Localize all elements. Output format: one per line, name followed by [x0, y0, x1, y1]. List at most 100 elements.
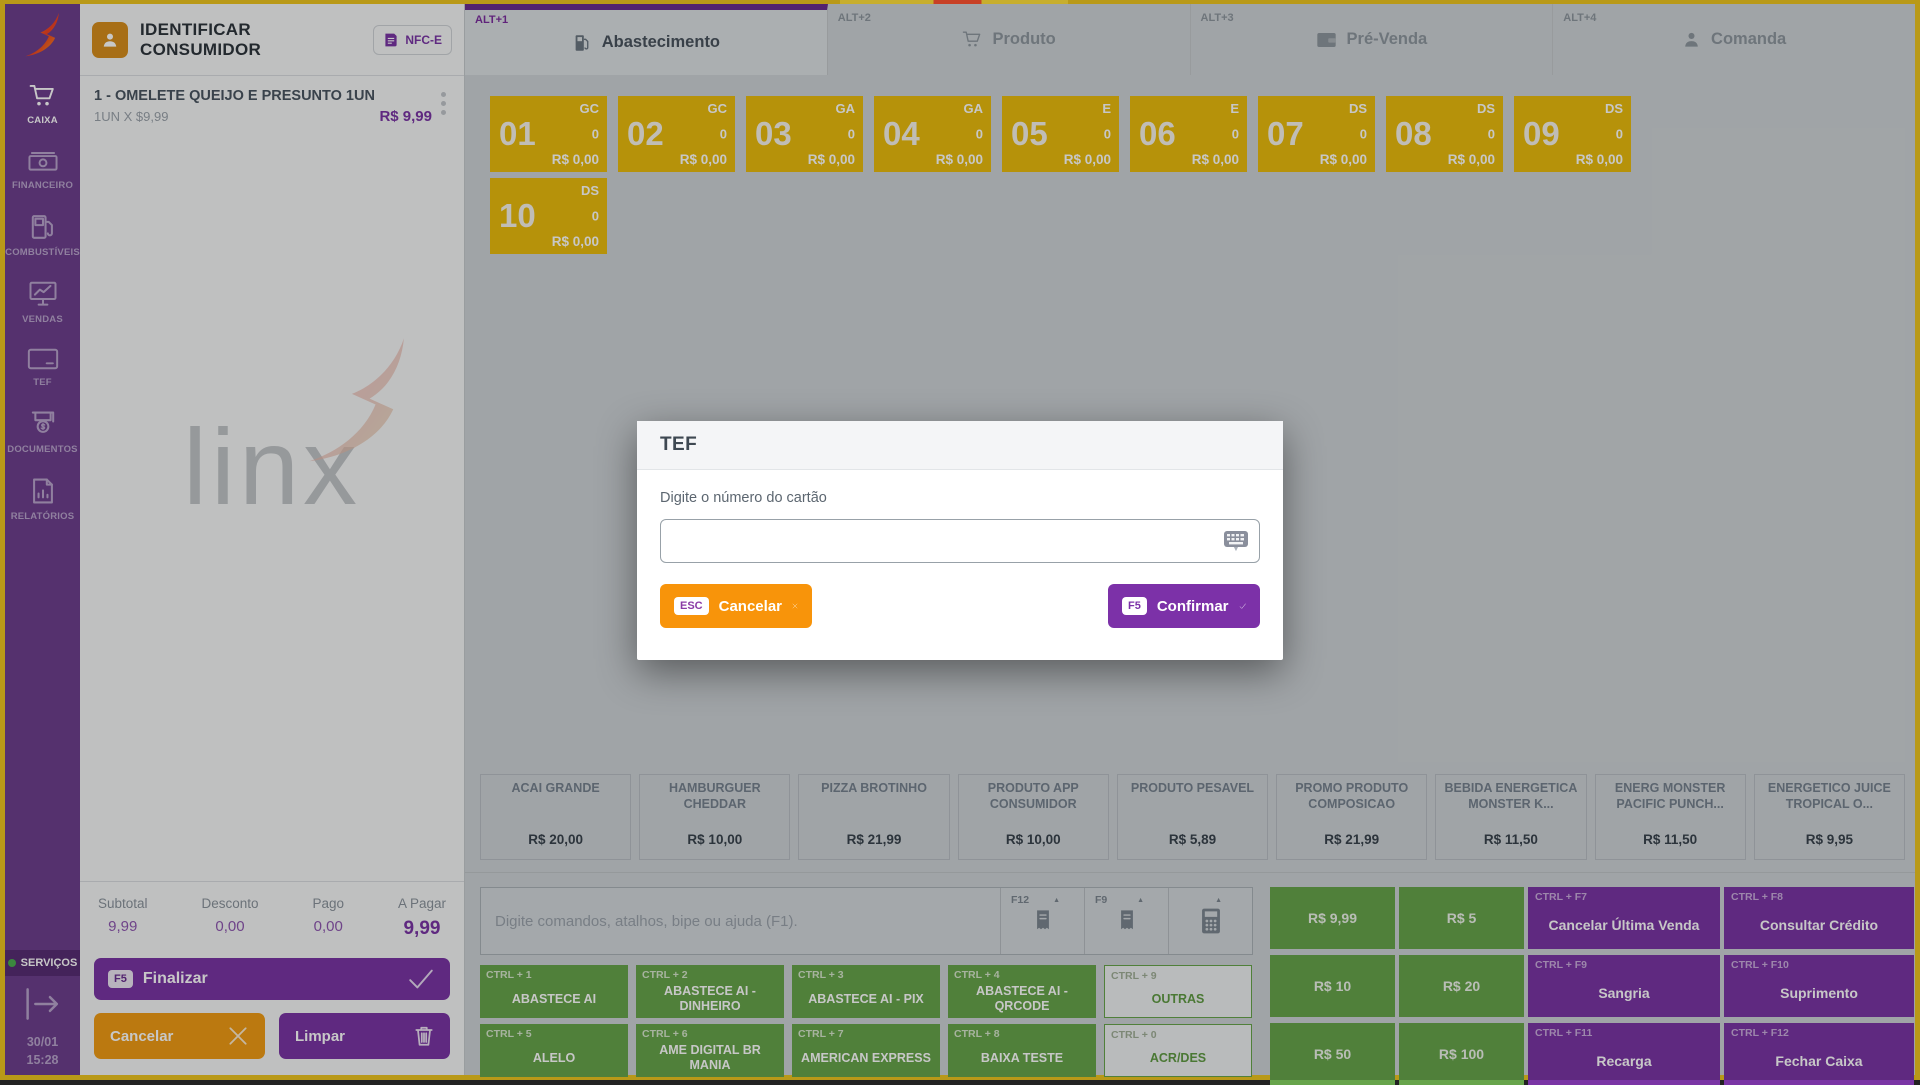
- cash-button[interactable]: R$ 100: [1399, 1023, 1524, 1085]
- cash-button[interactable]: R$ 20: [1399, 955, 1524, 1017]
- quick-product[interactable]: PIZZA BROTINHO R$ 21,99: [798, 774, 950, 860]
- services-label: SERVIÇOS: [20, 957, 78, 969]
- payment-button[interactable]: CTRL + 5 ALELO: [480, 1024, 628, 1077]
- sidebar-item-label: CAIXA: [27, 115, 58, 126]
- identify-consumer-button[interactable]: IDENTIFICAR CONSUMIDOR: [140, 19, 262, 59]
- cash-button[interactable]: R$ 5: [1399, 887, 1524, 949]
- op-fechar-caixa[interactable]: CTRL + F12 Fechar Caixa: [1724, 1023, 1914, 1085]
- quick-product[interactable]: ENERGETICO JUICE TROPICAL O... R$ 9,95: [1753, 774, 1905, 860]
- pump-button-06[interactable]: 06 E 0 R$ 0,00: [1130, 96, 1247, 172]
- date-time: 30/01 15:28: [5, 1033, 80, 1069]
- payment-button[interactable]: CTRL + 1 ABASTECE AI: [480, 965, 628, 1018]
- sidebar-item-label: COMBUSTÍVEIS: [5, 247, 80, 258]
- tab-comanda[interactable]: ALT+4 Comanda: [1553, 4, 1915, 75]
- cart-icon: [962, 30, 983, 49]
- modal-header: TEF: [637, 421, 1283, 470]
- tab-pre-venda[interactable]: ALT+3 Pré-Venda: [1191, 4, 1554, 75]
- quick-product[interactable]: ENERG MONSTER PACIFIC PUNCH... R$ 11,50: [1594, 774, 1746, 860]
- cash-button[interactable]: R$ 9,99: [1270, 887, 1395, 949]
- paid-label: Pago: [312, 896, 344, 911]
- sidebar-item-relatorios[interactable]: RELATÓRIOS: [5, 466, 80, 533]
- sidebar-item-vendas[interactable]: VENDAS: [5, 269, 80, 336]
- services-button[interactable]: SERVIÇOS: [5, 950, 80, 976]
- finalize-button[interactable]: F5 Finalizar: [94, 958, 450, 1000]
- op-consult-credit[interactable]: CTRL + F8 Consultar Crédito: [1724, 887, 1914, 949]
- discount-label: Desconto: [201, 896, 259, 911]
- cancel-sale-button[interactable]: Cancelar: [94, 1013, 265, 1059]
- fiscal-doc-badge[interactable]: NFC-E: [373, 24, 452, 55]
- finalize-label: Finalizar: [142, 970, 208, 987]
- logout-icon[interactable]: [5, 985, 80, 1023]
- tab-abastecimento[interactable]: ALT+1 Abastecimento: [465, 4, 828, 75]
- esc-key-badge: ESC: [674, 597, 709, 615]
- cash-button[interactable]: R$ 50: [1270, 1023, 1395, 1085]
- card-number-label: Digite o número do cartão: [660, 490, 827, 506]
- pump-button-07[interactable]: 07 DS 0 R$ 0,00: [1258, 96, 1375, 172]
- calculator-icon: [1201, 908, 1220, 934]
- tab-label: Produto: [992, 30, 1056, 48]
- payment-button[interactable]: CTRL + 7 AMERICAN EXPRESS: [792, 1024, 940, 1077]
- item-menu-icon[interactable]: [432, 88, 454, 125]
- pump-button-03[interactable]: 03 GA 0 R$ 0,00: [746, 96, 863, 172]
- tab-bar: ALT+1 Abastecimento ALT+2 Produto ALT+3: [465, 4, 1915, 75]
- command-placeholder[interactable]: Digite comandos, atalhos, bipe ou ajuda …: [495, 912, 798, 930]
- top-brand-gradient: [840, 0, 1068, 5]
- keyboard-icon[interactable]: ▼: [1223, 530, 1249, 553]
- cash-button[interactable]: R$ 10: [1270, 955, 1395, 1017]
- pump-button-08[interactable]: 08 DS 0 R$ 0,00: [1386, 96, 1503, 172]
- card-number-input[interactable]: [671, 532, 1223, 550]
- sidebar-item-combustiveis[interactable]: COMBUSTÍVEIS: [5, 202, 80, 269]
- op-cancel-last-sale[interactable]: CTRL + F7 Cancelar Última Venda: [1528, 887, 1720, 949]
- linx-logo-icon: [22, 12, 64, 58]
- payment-button[interactable]: CTRL + 2 ABASTECE AI - DINHEIRO: [636, 965, 784, 1018]
- cart-header: IDENTIFICAR CONSUMIDOR NFC-E: [80, 4, 464, 76]
- op-recarga[interactable]: CTRL + F11 Recarga: [1528, 1023, 1720, 1085]
- modal-confirm-label: Confirmar: [1156, 597, 1229, 615]
- command-input[interactable]: Digite comandos, atalhos, bipe ou ajuda …: [480, 887, 1253, 955]
- pump-button-04[interactable]: 04 GA 0 R$ 0,00: [874, 96, 991, 172]
- tab-produto[interactable]: ALT+2 Produto: [828, 4, 1191, 75]
- customer-icon[interactable]: [92, 21, 128, 58]
- card-number-field[interactable]: ▼: [660, 519, 1260, 563]
- op-sangria[interactable]: CTRL + F9 Sangria: [1528, 955, 1720, 1017]
- sidebar-item-caixa[interactable]: CAIXA: [5, 72, 80, 137]
- quick-product[interactable]: ACAI GRANDE R$ 20,00: [480, 774, 632, 860]
- sidebar-item-label: DOCUMENTOS: [7, 444, 78, 455]
- cart-panel: IDENTIFICAR CONSUMIDOR NFC-E 1 - OMELETE…: [80, 4, 465, 1075]
- sidebar-item-label: RELATÓRIOS: [10, 511, 75, 522]
- sidebar-item-tef[interactable]: TEF: [5, 336, 80, 399]
- modal-cancel-button[interactable]: ESC Cancelar: [660, 584, 812, 628]
- pump-button-01[interactable]: 01 GC 0 R$ 0,00: [490, 96, 607, 172]
- payment-button[interactable]: CTRL + 6 AME DIGITAL BR MANIA: [636, 1024, 784, 1077]
- modal-confirm-button[interactable]: F5 Confirmar: [1108, 584, 1260, 628]
- payment-button[interactable]: CTRL + 8 BAIXA TESTE: [948, 1024, 1096, 1077]
- tab-shortcut: ALT+2: [837, 12, 871, 24]
- sidebar-item-financeiro[interactable]: FINANCEIRO: [5, 137, 80, 202]
- quick-product[interactable]: HAMBURGUER CHEDDAR R$ 10,00: [639, 774, 791, 860]
- pump-button-10[interactable]: 10 DS 0 R$ 0,00: [490, 178, 607, 254]
- clear-cart-button[interactable]: Limpar: [279, 1013, 450, 1059]
- subtotal-value: 9,99: [108, 918, 138, 935]
- f9-receipt-button[interactable]: F9 ▲: [1084, 888, 1168, 954]
- payment-button[interactable]: CTRL + 4 ABASTECE AI - QRCODE: [948, 965, 1096, 1018]
- pump-button-09[interactable]: 09 DS 0 R$ 0,00: [1514, 96, 1631, 172]
- tab-shortcut: ALT+1: [475, 14, 509, 26]
- quick-product[interactable]: PRODUTO PESAVEL R$ 5,89: [1116, 774, 1269, 860]
- quick-product[interactable]: PROMO PRODUTO COMPOSICAO R$ 21,99: [1276, 774, 1428, 860]
- quick-product[interactable]: BEBIDA ENERGETICA MONSTER K... R$ 11,50: [1435, 774, 1587, 860]
- payment-button-acrdes[interactable]: CTRL + 0 ACR/DES: [1104, 1024, 1252, 1077]
- calculator-button[interactable]: ▲: [1168, 888, 1252, 954]
- time-label: 15:28: [26, 1052, 59, 1067]
- cart-item-row[interactable]: 1 - OMELETE QUEIJO E PRESUNTO 1UN 1UN X …: [80, 76, 464, 135]
- payment-button-outras[interactable]: CTRL + 9 OUTRAS: [1104, 965, 1252, 1018]
- f5-key-badge: F5: [108, 970, 133, 988]
- sidebar-item-documentos[interactable]: DOCUMENTOS: [5, 399, 80, 466]
- op-suprimento[interactable]: CTRL + F10 Suprimento: [1724, 955, 1914, 1017]
- f12-receipt-button[interactable]: F12 ▲: [1000, 888, 1084, 954]
- subtotal: Subtotal 9,99: [98, 896, 148, 940]
- credit-card-icon: [27, 347, 59, 371]
- pump-button-02[interactable]: 02 GC 0 R$ 0,00: [618, 96, 735, 172]
- quick-product[interactable]: PRODUTO APP CONSUMIDOR R$ 10,00: [957, 774, 1109, 860]
- pump-button-05[interactable]: 05 E 0 R$ 0,00: [1002, 96, 1119, 172]
- payment-button[interactable]: CTRL + 3 ABASTECE AI - PIX: [792, 965, 940, 1018]
